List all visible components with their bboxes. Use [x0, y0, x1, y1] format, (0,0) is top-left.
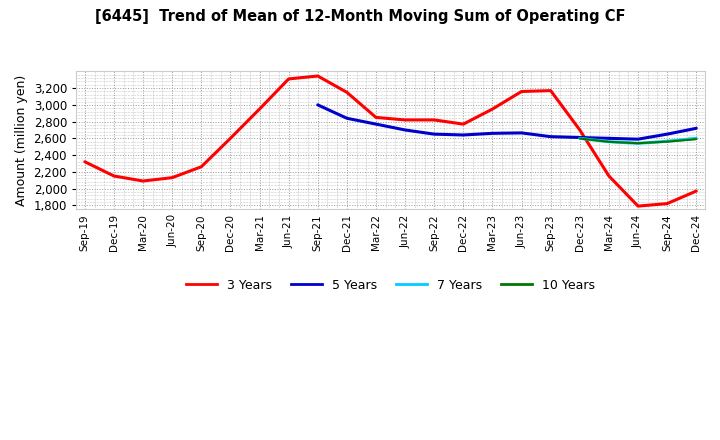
3 Years [255, 106, 264, 112]
7 Years [692, 136, 701, 141]
5 Years [634, 136, 642, 142]
5 Years [313, 102, 322, 107]
10 Years [575, 136, 584, 141]
5 Years [430, 132, 438, 137]
3 Years [168, 175, 176, 180]
5 Years [401, 127, 410, 132]
5 Years [663, 132, 672, 137]
3 Years [197, 164, 206, 169]
3 Years [284, 76, 293, 81]
5 Years [692, 126, 701, 131]
5 Years [546, 134, 555, 139]
3 Years [488, 106, 497, 112]
3 Years [575, 127, 584, 132]
Y-axis label: Amount (million yen): Amount (million yen) [15, 75, 28, 206]
3 Years [663, 201, 672, 206]
7 Years [575, 136, 584, 141]
3 Years [605, 173, 613, 179]
Legend: 3 Years, 5 Years, 7 Years, 10 Years: 3 Years, 5 Years, 7 Years, 10 Years [181, 274, 600, 297]
3 Years [372, 115, 380, 120]
10 Years [605, 139, 613, 144]
3 Years [81, 159, 89, 165]
Line: 5 Years: 5 Years [318, 105, 696, 139]
Text: [6445]  Trend of Mean of 12-Month Moving Sum of Operating CF: [6445] Trend of Mean of 12-Month Moving … [95, 9, 625, 24]
Line: 3 Years: 3 Years [85, 76, 696, 206]
3 Years [226, 136, 235, 141]
10 Years [692, 136, 701, 142]
3 Years [430, 117, 438, 123]
5 Years [372, 121, 380, 127]
Line: 7 Years: 7 Years [580, 138, 696, 143]
5 Years [517, 130, 526, 136]
5 Years [575, 135, 584, 140]
5 Years [605, 136, 613, 141]
5 Years [488, 131, 497, 136]
3 Years [517, 89, 526, 94]
7 Years [634, 141, 642, 146]
3 Years [109, 173, 118, 179]
7 Years [663, 139, 672, 144]
3 Years [401, 117, 410, 123]
10 Years [663, 139, 672, 144]
3 Years [692, 188, 701, 194]
3 Years [634, 203, 642, 209]
3 Years [313, 73, 322, 79]
10 Years [634, 140, 642, 146]
3 Years [546, 88, 555, 93]
3 Years [459, 121, 468, 127]
5 Years [459, 132, 468, 138]
5 Years [343, 116, 351, 121]
7 Years [605, 139, 613, 144]
3 Years [139, 178, 148, 183]
3 Years [343, 90, 351, 95]
Line: 10 Years: 10 Years [580, 139, 696, 143]
